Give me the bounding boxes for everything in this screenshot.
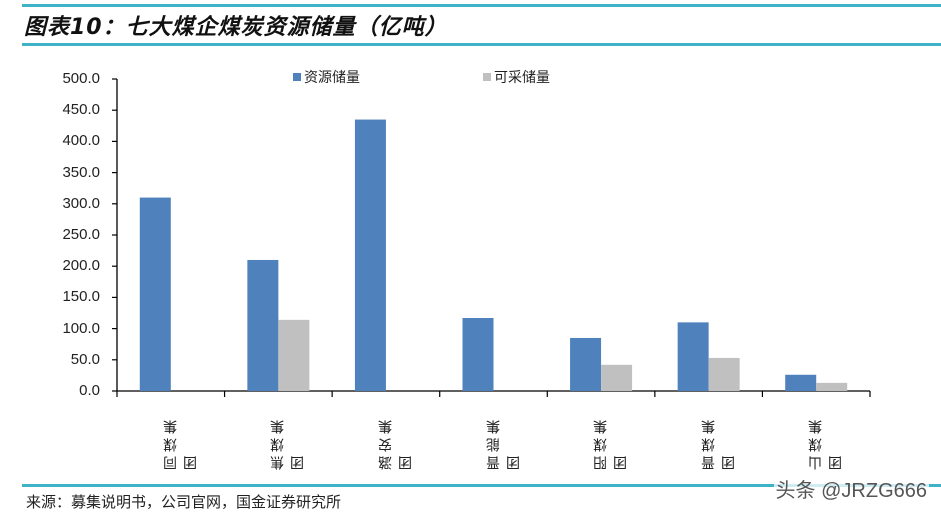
y-tick-label: 350.0 xyxy=(62,163,100,181)
y-tick-label: 0.0 xyxy=(79,382,100,399)
footer-rule xyxy=(22,484,941,487)
y-tick-label: 200.0 xyxy=(62,257,100,275)
legend-swatch-icon xyxy=(293,73,301,81)
bar-resource-reserve xyxy=(354,119,386,391)
y-tick-label: 400.0 xyxy=(62,132,100,150)
watermark: 头条 @JRZG666 xyxy=(773,474,929,503)
bar-recoverable-reserve xyxy=(708,357,740,391)
bar-resource-reserve xyxy=(677,322,709,391)
legend-label: 可采储量 xyxy=(494,70,550,86)
bar-recoverable-reserve xyxy=(278,319,310,391)
x-category-label: 山煤集团 xyxy=(808,416,845,470)
y-tick-label: 450.0 xyxy=(62,101,100,119)
bar-resource-reserve xyxy=(570,337,602,391)
legend-label: 资源储量 xyxy=(304,70,360,86)
x-category-label: 晋能集团 xyxy=(485,416,522,470)
y-tick-label: 50.0 xyxy=(70,350,100,368)
chart-title: 图表10：七大煤企煤炭资源储量（亿吨） xyxy=(24,15,448,40)
legend-swatch-icon xyxy=(483,73,491,81)
title-bottom-rule xyxy=(22,43,941,46)
bar-recoverable-reserve xyxy=(816,382,848,391)
legend-item: 可采储量 xyxy=(483,67,550,87)
y-tick-label: 250.0 xyxy=(62,226,100,243)
x-category-label: 晋煤集团 xyxy=(700,416,737,470)
bar-resource-reserve xyxy=(785,374,817,391)
x-category-label: 潞安集团 xyxy=(377,416,414,470)
x-category-label: 阳煤集团 xyxy=(593,416,630,470)
bar-resource-reserve xyxy=(462,317,494,391)
bar-resource-reserve xyxy=(139,197,171,391)
y-tick-label: 100.0 xyxy=(62,319,100,337)
title-top-rule xyxy=(22,4,941,7)
bar-recoverable-reserve xyxy=(601,364,633,391)
y-tick-label: 500.0 xyxy=(62,70,100,87)
bar-resource-reserve xyxy=(247,259,279,391)
legend-item: 资源储量 xyxy=(293,67,360,87)
x-category-label: 焦煤集团 xyxy=(270,416,307,470)
y-tick-label: 300.0 xyxy=(62,194,100,212)
x-category-label: 同煤集团 xyxy=(162,416,199,470)
source-note: 来源：募集说明书，公司官网，国金证券研究所 xyxy=(26,493,342,511)
y-tick-label: 150.0 xyxy=(62,288,100,306)
